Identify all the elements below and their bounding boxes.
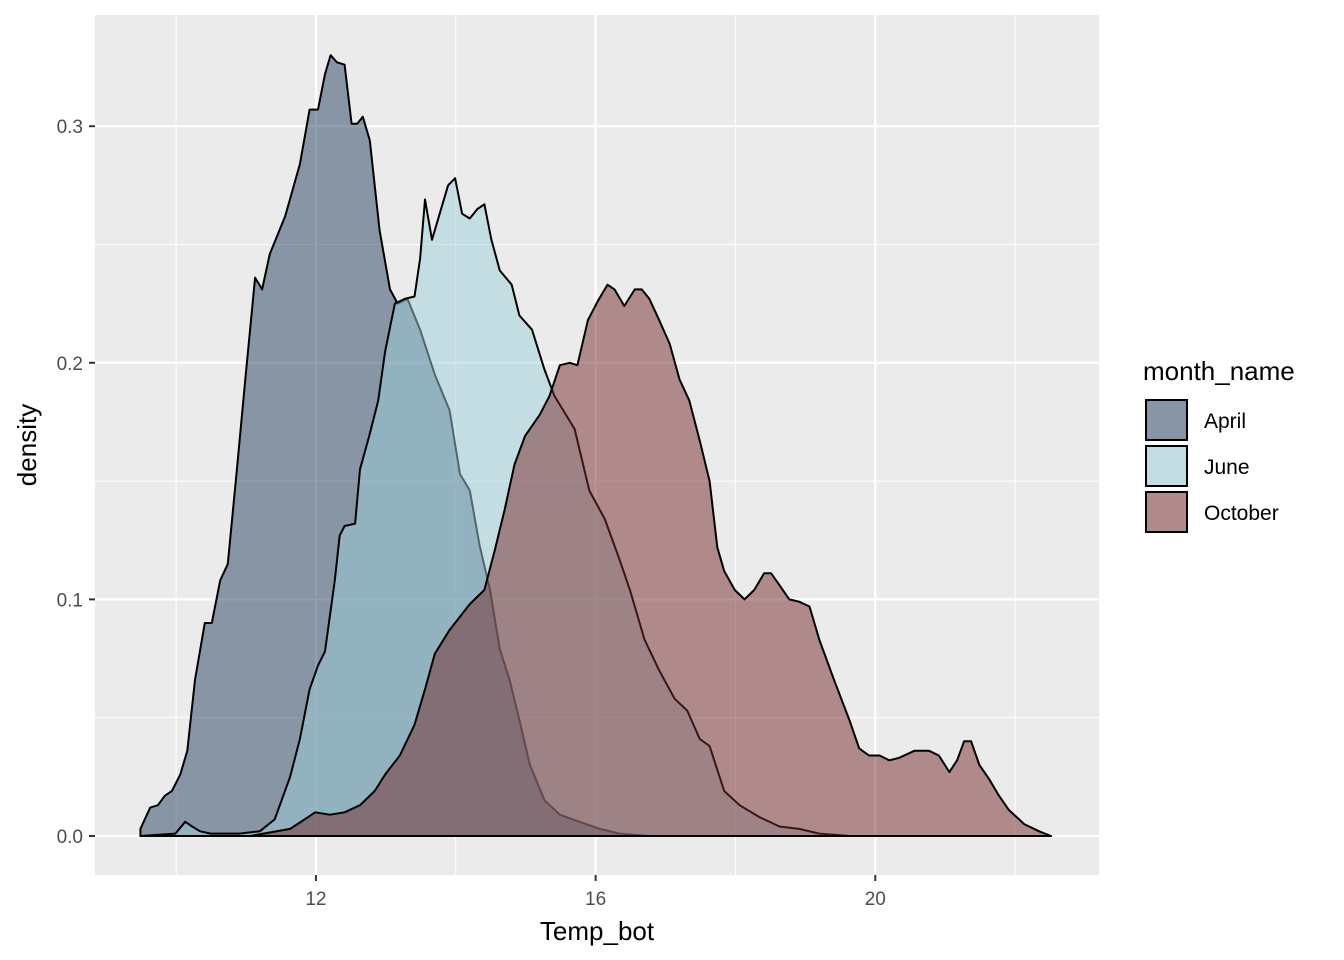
legend-label: October [1204, 502, 1279, 525]
legend-title: month_name [1143, 356, 1295, 386]
density-area-october [139, 283, 1052, 837]
y-tick-label: 0.2 [57, 354, 83, 375]
legend-label: June [1204, 456, 1250, 479]
legend-swatch-april [1145, 399, 1188, 441]
x-tick-label: 20 [865, 889, 886, 910]
y-axis-label: density [12, 404, 42, 486]
density-areas [139, 54, 1052, 837]
y-tick-label: 0.1 [57, 590, 83, 611]
x-tick-label: 16 [585, 889, 606, 910]
legend-swatch-june [1145, 445, 1188, 487]
x-tick-label: 12 [305, 889, 326, 910]
legend: month_name April June October [1143, 356, 1295, 533]
legend-label: April [1204, 410, 1246, 433]
legend-swatch-october [1145, 491, 1188, 533]
axes: 12 16 20 0.0 0.1 0.2 0.3 [57, 117, 886, 910]
y-tick-label: 0.0 [57, 827, 83, 848]
x-axis-label: Temp_bot [540, 916, 655, 946]
y-tick-label: 0.3 [57, 117, 83, 138]
